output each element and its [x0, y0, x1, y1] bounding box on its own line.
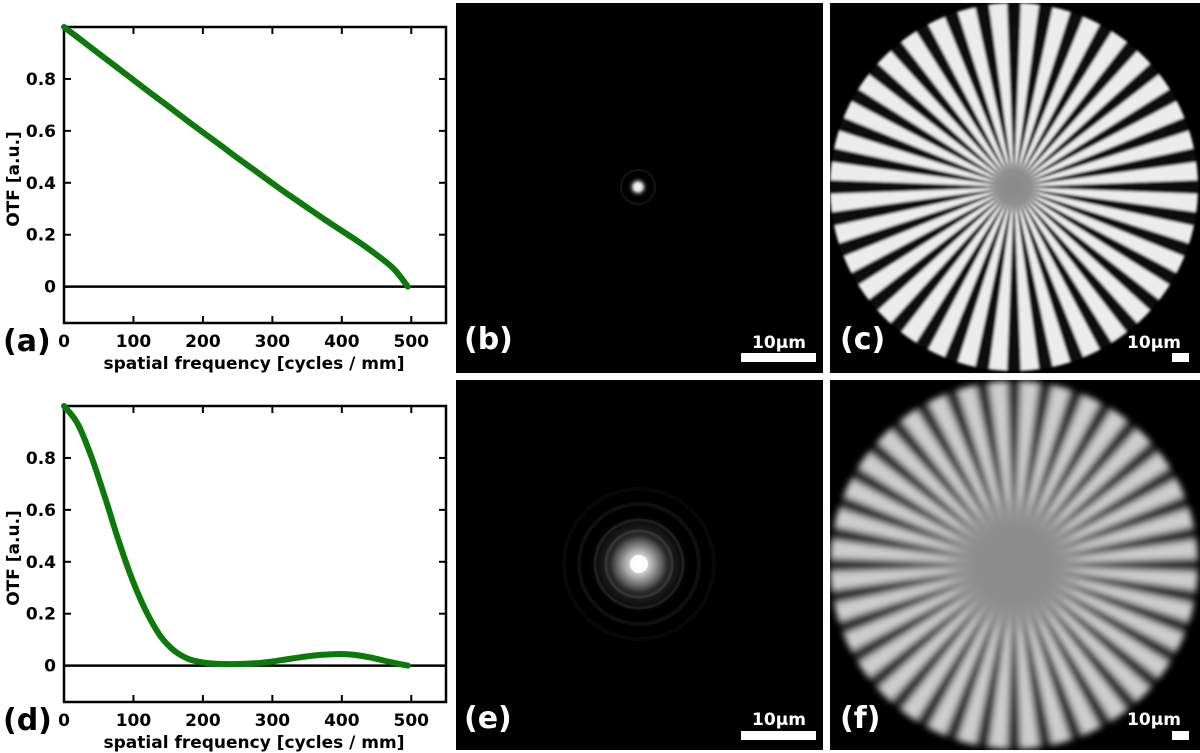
star-spoke	[989, 187, 1014, 371]
panel-label-d: (d)	[3, 703, 52, 738]
star-spoke	[957, 7, 1014, 187]
star-spoke	[1014, 187, 1185, 273]
x-tick-label: 500	[394, 332, 430, 352]
x-tick-label: 0	[58, 711, 70, 731]
y-tick-label: 0	[44, 278, 56, 298]
y-tick-label: 0.2	[26, 226, 56, 246]
panel-label-f: (f)	[840, 701, 880, 736]
y-tick-label: 0.4	[26, 553, 56, 573]
x-tick-label: 100	[116, 332, 152, 352]
y-tick-label: 0.6	[26, 501, 56, 521]
star-spoke	[843, 101, 1014, 187]
y-tick-label: 0	[44, 657, 56, 677]
otf-plot-d: 0 0.2 0.4 0.6 0.8 0 100 200 300 400 500 spatial f…	[3, 403, 448, 753]
star-spoke	[830, 187, 1014, 212]
star-center	[986, 159, 1042, 215]
psf-spot	[627, 176, 649, 198]
x-tick-label: 400	[324, 711, 360, 731]
scale-bar-label: 10µm	[1127, 710, 1181, 730]
star-spoke	[928, 187, 1014, 358]
otf-curve	[61, 403, 411, 669]
x-tick-label: 100	[116, 711, 152, 731]
star-center	[944, 495, 1084, 635]
siemens-star-image-f: (f) 10µm	[830, 380, 1200, 750]
scale-bar	[741, 731, 816, 740]
x-tick-label: 500	[394, 711, 430, 731]
x-tick-label: 200	[185, 711, 221, 731]
star-spoke	[858, 74, 1014, 187]
y-tick-label: 0.8	[26, 449, 56, 469]
star-spoke	[830, 162, 1014, 187]
y-tick-label: 0.2	[26, 605, 56, 625]
scale-bar-label: 10µm	[1127, 333, 1181, 353]
star-spoke	[1014, 101, 1185, 187]
star-spoke	[843, 187, 1014, 273]
star-spoke	[1014, 7, 1071, 187]
panel-label-a: (a)	[3, 324, 51, 359]
star-spoke	[1014, 187, 1039, 371]
star-spoke	[901, 31, 1014, 187]
y-axis-label: OTF [a.u.]	[4, 510, 24, 606]
star-spoke	[877, 187, 1014, 324]
panel-label-e: (e)	[464, 701, 512, 736]
star-spoke	[1014, 162, 1198, 187]
star-spoke	[1014, 74, 1170, 187]
star-spoke	[901, 187, 1014, 343]
plot-frame	[62, 404, 448, 704]
x-tick-label: 300	[255, 711, 291, 731]
y-axis-label: OTF [a.u.]	[4, 131, 24, 227]
star-spoke	[1014, 187, 1071, 367]
y-tick-label: 0.8	[26, 70, 56, 90]
y-tick-label: 0.6	[26, 122, 56, 142]
star-spoke	[1014, 3, 1039, 188]
psf-ring	[562, 487, 716, 641]
star-spoke	[834, 187, 1014, 244]
star-spoke	[1014, 187, 1127, 343]
psf-image-e: (e) 10µm	[456, 380, 823, 750]
siemens-star	[830, 3, 1198, 371]
x-axis-label: spatial frequency [cycles / mm]	[104, 354, 405, 374]
psf-core	[630, 555, 648, 573]
y-tick-label: 0.4	[26, 174, 56, 194]
x-tick-label: 0	[58, 332, 70, 352]
scale-bar	[1172, 353, 1189, 362]
scale-bar-label: 10µm	[752, 710, 806, 730]
scale-bar	[1172, 731, 1189, 740]
star-spoke	[989, 3, 1014, 188]
star-spoke	[1014, 187, 1170, 300]
panel-label-c: (c)	[840, 322, 885, 357]
x-axis-label: spatial frequency [cycles / mm]	[104, 733, 405, 753]
star-spoke	[877, 50, 1014, 187]
psf-ring	[577, 502, 701, 626]
star-spoke	[834, 130, 1014, 187]
star-spoke	[1014, 16, 1100, 187]
scale-bar-label: 10µm	[752, 333, 806, 353]
siemens-star-image-c: (c) 10µm	[830, 3, 1200, 373]
psf-ring	[593, 518, 685, 610]
star-spoke	[1014, 50, 1151, 187]
x-tick-label: 200	[185, 332, 221, 352]
panel-label-b: (b)	[464, 322, 513, 357]
star-spoke	[1014, 187, 1194, 244]
star-spoke	[1014, 187, 1151, 324]
x-tick-label: 400	[324, 332, 360, 352]
star-spoke	[858, 187, 1014, 300]
star-spoke	[1014, 187, 1198, 212]
star-spoke	[957, 187, 1014, 367]
star-spoke	[1014, 31, 1127, 187]
x-tick-label: 300	[255, 332, 291, 352]
otf-curve	[61, 24, 411, 290]
otf-plot-a: 0 0.2 0.4 0.6 0.8 0 100 200 300 400 500 spatial f…	[3, 24, 448, 374]
star-spoke	[928, 16, 1014, 187]
psf-ring	[604, 529, 674, 599]
psf-ring	[620, 169, 656, 205]
star-spoke	[1014, 130, 1194, 187]
psf-image-b: (b) 10µm	[456, 3, 823, 373]
scale-bar	[741, 353, 816, 362]
star-spoke	[1014, 187, 1100, 358]
